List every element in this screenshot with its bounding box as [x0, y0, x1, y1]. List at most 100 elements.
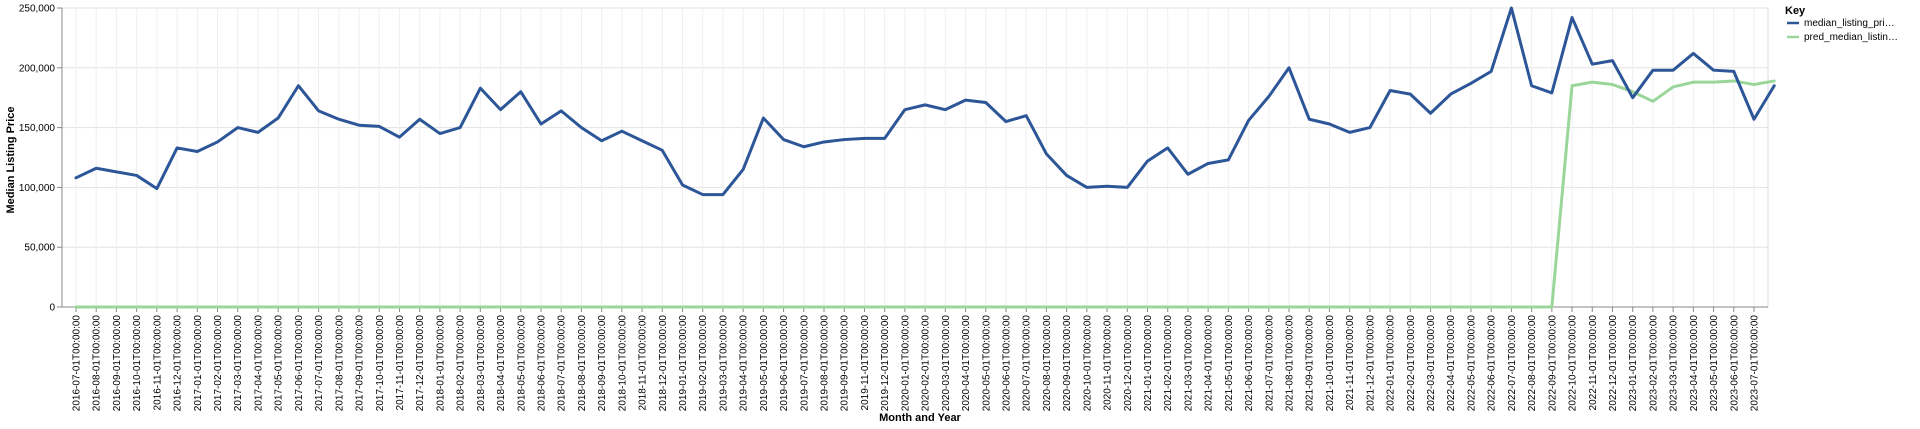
x-tick-label: 2018-11-01T00:00:00: [638, 315, 649, 411]
x-tick-label: 2023-05-01T00:00:00: [1709, 315, 1720, 412]
x-tick-label: 2022-08-01T00:00:00: [1527, 315, 1538, 412]
y-tick-label: 0: [49, 303, 55, 314]
x-tick-label: 2017-11-01T00:00:00: [395, 315, 406, 411]
x-tick-label: 2021-02-01T00:00:00: [1163, 315, 1174, 412]
x-tick-label: 2019-02-01T00:00:00: [698, 315, 709, 412]
series-line-0: [74, 6, 1776, 197]
x-tick-label: 2020-06-01T00:00:00: [1001, 315, 1012, 412]
x-tick-label: 2018-09-01T00:00:00: [597, 315, 608, 412]
x-tick-label: 2022-04-01T00:00:00: [1446, 315, 1457, 412]
x-tick-label: 2020-11-01T00:00:00: [1103, 315, 1114, 411]
x-tick-label: 2023-04-01T00:00:00: [1689, 315, 1700, 412]
series-layer: [74, 6, 1776, 309]
y-tick-label: 250,000: [19, 4, 56, 15]
legend-label-0: median_listing_pri…: [1804, 18, 1895, 29]
x-tick-label: 2021-04-01T00:00:00: [1204, 315, 1215, 412]
y-tick-label: 200,000: [19, 63, 56, 74]
x-tick-label: 2017-02-01T00:00:00: [213, 315, 224, 412]
x-tick-label: 2023-01-01T00:00:00: [1628, 315, 1639, 412]
x-tick-label: 2019-09-01T00:00:00: [840, 315, 851, 412]
x-tick-label: 2022-12-01T00:00:00: [1608, 315, 1619, 412]
x-tick-label: 2020-08-01T00:00:00: [1042, 315, 1053, 412]
x-tick-label: 2022-05-01T00:00:00: [1466, 315, 1477, 412]
x-tick-label: 2019-01-01T00:00:00: [678, 315, 689, 412]
x-tick-label: 2021-03-01T00:00:00: [1183, 315, 1194, 412]
x-tick-label: 2016-10-01T00:00:00: [132, 315, 143, 412]
x-tick-label: 2016-12-01T00:00:00: [173, 315, 184, 412]
legend-label-1: pred_median_listin…: [1804, 32, 1898, 43]
x-tick-label: 2021-07-01T00:00:00: [1264, 315, 1275, 412]
x-tick-label: 2017-06-01T00:00:00: [294, 315, 305, 412]
x-tick-label: 2020-07-01T00:00:00: [1022, 315, 1033, 412]
y-tick-label: 50,000: [24, 243, 55, 254]
x-tick-label: 2020-03-01T00:00:00: [941, 315, 952, 412]
x-tick-label: 2018-07-01T00:00:00: [557, 315, 568, 412]
x-tick-label: 2022-02-01T00:00:00: [1406, 315, 1417, 412]
gridlines: [61, 7, 1769, 308]
x-tick-label: 2017-04-01T00:00:00: [253, 315, 264, 412]
x-tick-label: 2017-01-01T00:00:00: [193, 315, 204, 412]
x-tick-label: 2018-03-01T00:00:00: [476, 315, 487, 412]
x-tick-label: 2021-09-01T00:00:00: [1305, 315, 1316, 412]
y-axis: 0 50,000 100,000 150,000 200,000 250,000: [19, 4, 63, 314]
x-tick-label: 2018-06-01T00:00:00: [536, 315, 547, 412]
x-tick-label: 2017-08-01T00:00:00: [334, 315, 345, 412]
x-tick-label: 2019-11-01T00:00:00: [860, 315, 871, 411]
x-tick-label: 2021-12-01T00:00:00: [1365, 315, 1376, 412]
plot-frame: [61, 7, 1769, 308]
x-tick-label: 2020-09-01T00:00:00: [1062, 315, 1073, 412]
x-tick-label: 2021-06-01T00:00:00: [1244, 315, 1255, 412]
x-tick-label: 2021-10-01T00:00:00: [1325, 315, 1336, 412]
x-tick-label: 2016-11-01T00:00:00: [152, 315, 163, 411]
x-tick-label: 2016-08-01T00:00:00: [92, 315, 103, 412]
x-tick-label: 2022-03-01T00:00:00: [1426, 315, 1437, 412]
x-tick-label: 2018-12-01T00:00:00: [658, 315, 669, 412]
x-tick-label: 2018-04-01T00:00:00: [496, 315, 507, 412]
y-axis-title: Median Listing Price: [5, 107, 17, 214]
x-tick-label: 2017-07-01T00:00:00: [314, 315, 325, 412]
x-tick-label: 2017-03-01T00:00:00: [233, 315, 244, 412]
x-tick-label: 2020-01-01T00:00:00: [900, 315, 911, 412]
x-tick-label: 2018-10-01T00:00:00: [617, 315, 628, 412]
x-tick-label: 2019-06-01T00:00:00: [779, 315, 790, 412]
x-tick-label: 2022-01-01T00:00:00: [1386, 315, 1397, 412]
x-tick-label: 2016-07-01T00:00:00: [72, 315, 83, 412]
x-tick-label: 2019-08-01T00:00:00: [820, 315, 831, 412]
legend-title: Key: [1785, 5, 1806, 17]
x-tick-label: 2020-02-01T00:00:00: [921, 315, 932, 412]
x-tick-label: 2022-09-01T00:00:00: [1547, 315, 1558, 412]
x-tick-label: 2017-05-01T00:00:00: [274, 315, 285, 412]
y-tick-label: 100,000: [19, 183, 56, 194]
x-tick-label: 2021-05-01T00:00:00: [1224, 315, 1235, 412]
y-tick-label: 150,000: [19, 123, 56, 134]
x-tick-label: 2017-12-01T00:00:00: [415, 315, 426, 412]
x-tick-label: 2022-07-01T00:00:00: [1507, 315, 1518, 412]
x-tick-label: 2021-01-01T00:00:00: [1143, 315, 1154, 412]
x-tick-label: 2018-02-01T00:00:00: [456, 315, 467, 412]
x-tick-label: 2018-08-01T00:00:00: [577, 315, 588, 412]
x-tick-label: 2021-08-01T00:00:00: [1285, 315, 1296, 412]
x-tick-label: 2019-05-01T00:00:00: [759, 315, 770, 412]
x-tick-label: 2022-06-01T00:00:00: [1487, 315, 1498, 412]
x-tick-label: 2020-05-01T00:00:00: [981, 315, 992, 412]
x-tick-label: 2023-03-01T00:00:00: [1669, 315, 1680, 412]
x-tick-label: 2018-05-01T00:00:00: [516, 315, 527, 412]
x-tick-label: 2017-09-01T00:00:00: [355, 315, 366, 412]
x-tick-label: 2020-04-01T00:00:00: [961, 315, 972, 412]
x-tick-label: 2023-07-01T00:00:00: [1750, 315, 1761, 412]
x-axis-title: Month and Year: [879, 412, 961, 424]
x-tick-label: 2019-04-01T00:00:00: [739, 315, 750, 412]
x-axis: 2016-07-01T00:00:00 2016-08-01T00:00:00 20…: [62, 306, 1768, 412]
x-tick-label: 2016-09-01T00:00:00: [112, 315, 123, 412]
x-tick-label: 2019-12-01T00:00:00: [880, 315, 891, 412]
x-tick-label: 2019-03-01T00:00:00: [718, 315, 729, 412]
x-tick-label: 2020-12-01T00:00:00: [1123, 315, 1134, 412]
x-tick-label: 2023-02-01T00:00:00: [1648, 315, 1659, 412]
legend: Key median_listing_pri… pred_median_listi…: [1785, 5, 1898, 43]
x-tick-label: 2022-10-01T00:00:00: [1568, 315, 1579, 412]
x-tick-label: 2019-07-01T00:00:00: [799, 315, 810, 412]
x-tick-label: 2021-11-01T00:00:00: [1345, 315, 1356, 411]
x-tick-label: 2022-11-01T00:00:00: [1588, 315, 1599, 411]
x-tick-label: 2018-01-01T00:00:00: [435, 315, 446, 412]
